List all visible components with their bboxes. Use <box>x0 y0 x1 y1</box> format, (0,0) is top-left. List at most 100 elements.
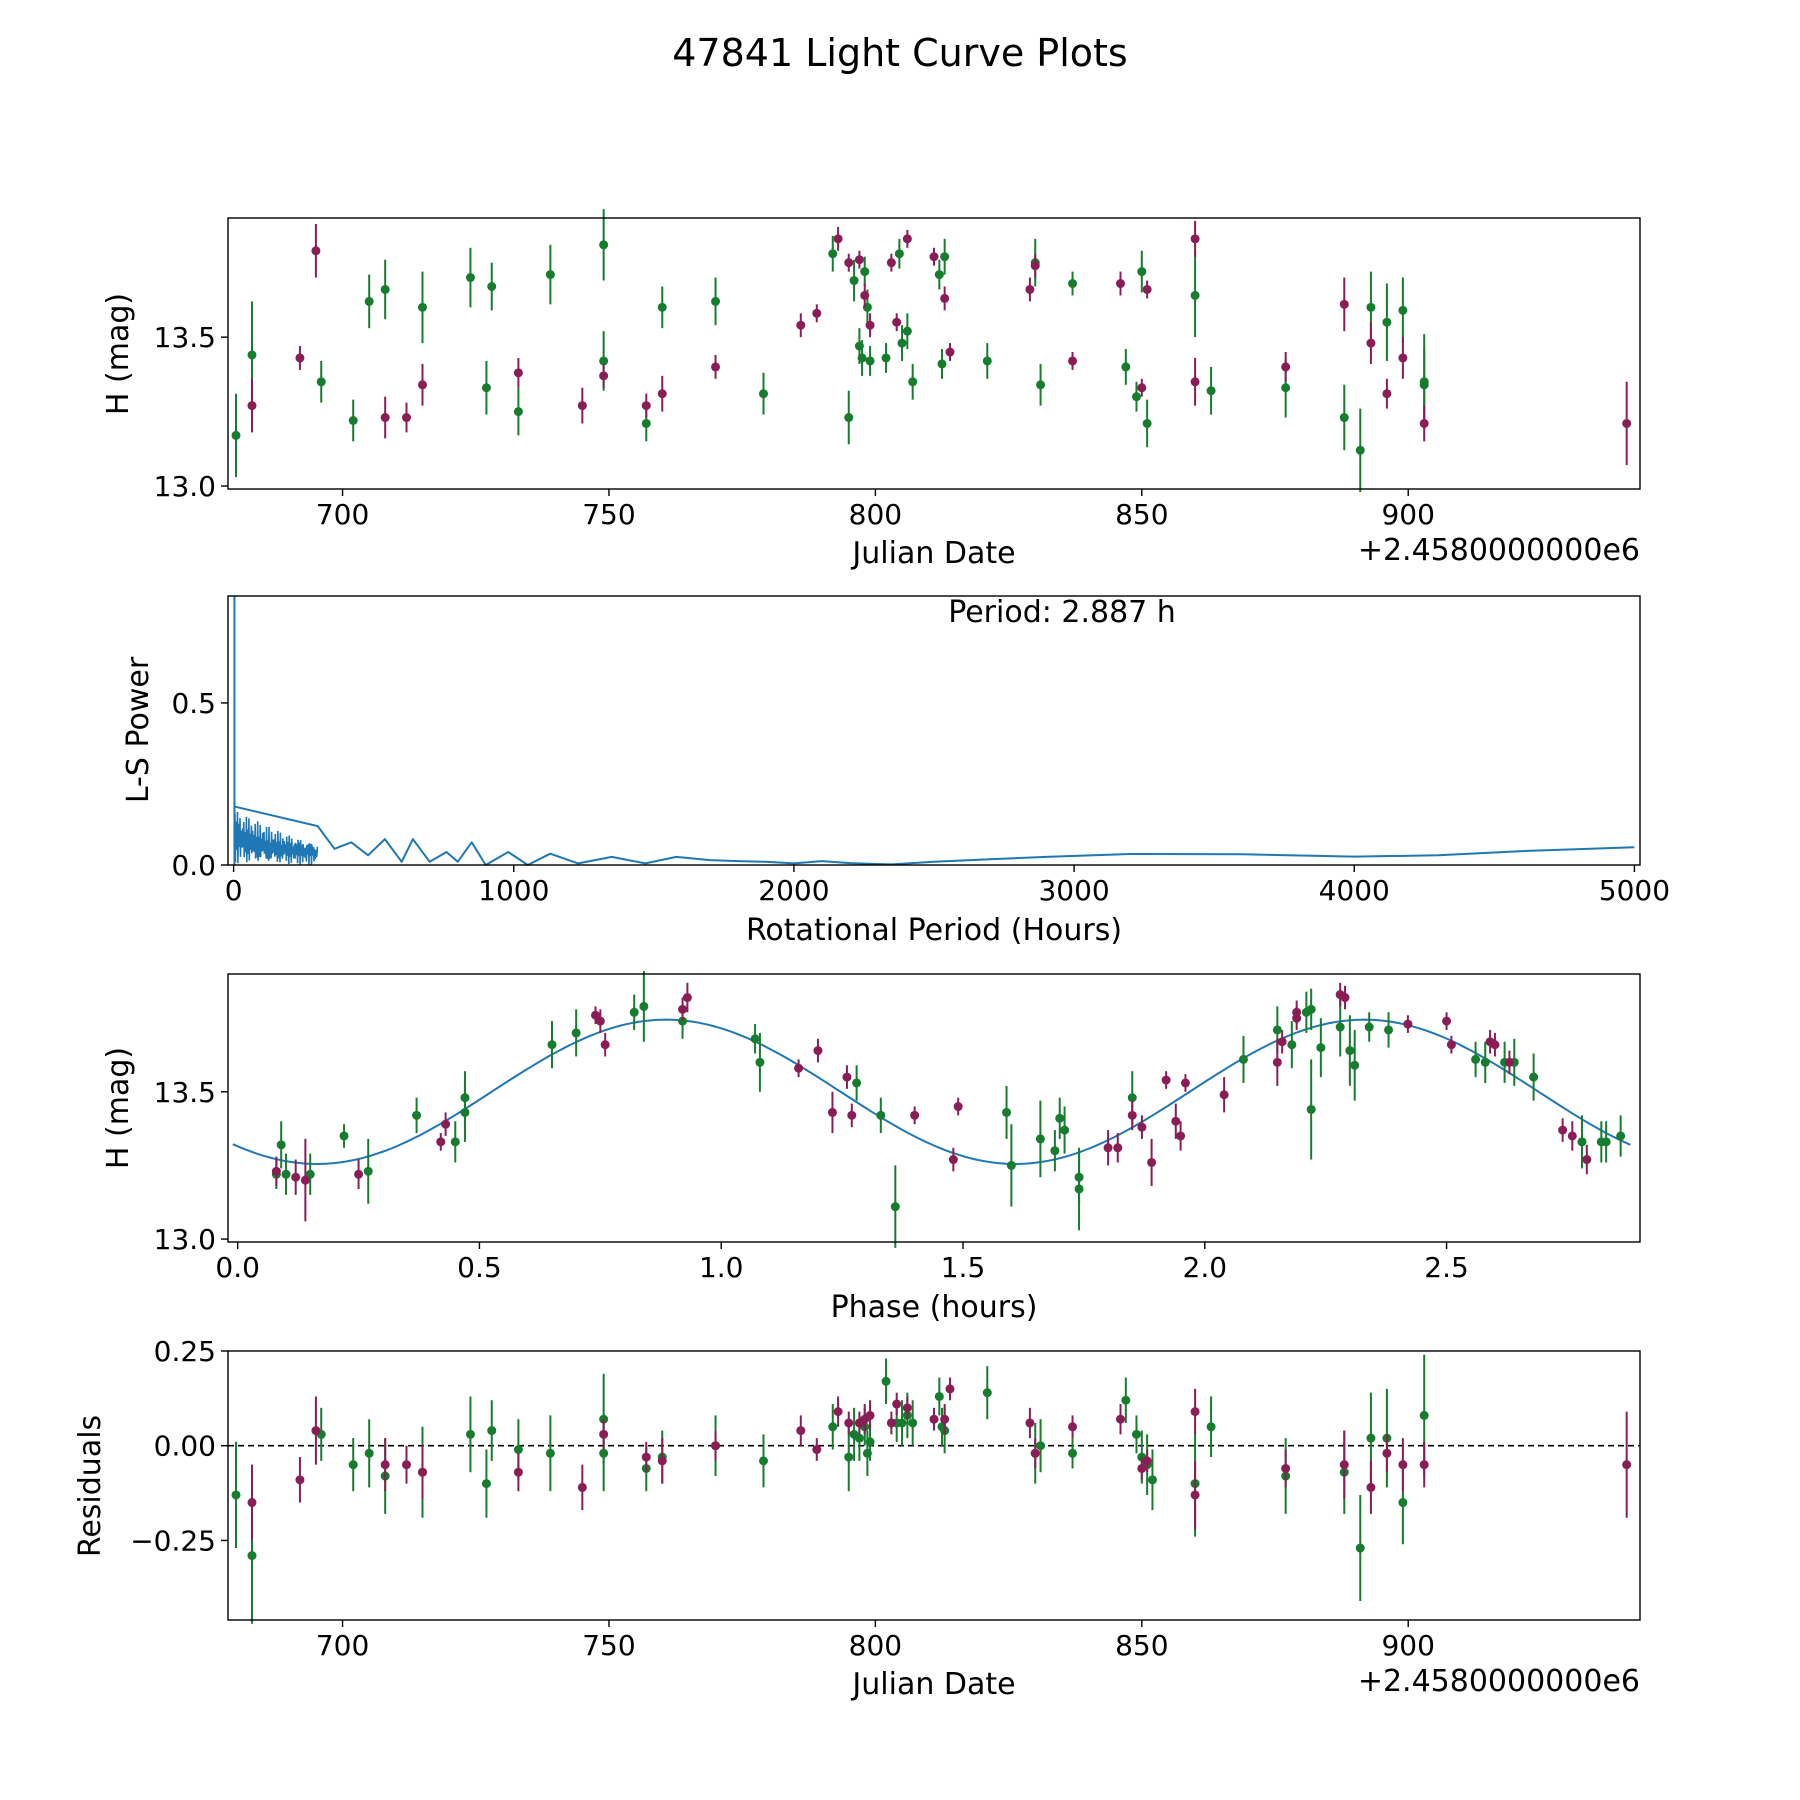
data-point <box>231 430 241 440</box>
x-tick-label: 850 <box>1115 1629 1168 1662</box>
data-point <box>1403 1019 1413 1029</box>
data-point <box>758 1456 768 1466</box>
data-point <box>929 1414 939 1424</box>
data-point <box>813 1046 823 1056</box>
data-point <box>465 273 475 283</box>
data-point <box>1355 1543 1365 1553</box>
phased-marks <box>232 971 1631 1248</box>
data-point <box>295 353 305 363</box>
data-point <box>599 1448 609 1458</box>
data-point <box>908 1418 918 1428</box>
data-point <box>271 1166 281 1176</box>
data-point <box>1036 380 1046 390</box>
data-point <box>247 1551 257 1561</box>
data-point <box>857 353 867 363</box>
data-point <box>1002 1107 1012 1117</box>
data-point <box>886 1418 896 1428</box>
data-point <box>812 308 822 318</box>
data-point <box>316 377 326 387</box>
data-point <box>513 407 523 417</box>
data-point <box>1127 1093 1137 1103</box>
data-point <box>1025 284 1035 294</box>
data-point <box>1055 1113 1065 1123</box>
data-point <box>465 1429 475 1439</box>
periodogram-panel: 0 1000 2000 3000 4000 5000 0.0 0.5 Period: 2.88… <box>121 595 1670 948</box>
x-tick-label: 0.0 <box>215 1251 260 1284</box>
residuals-ticks: 700 750 800 850 900 0.25 0.00 −0.25 <box>130 1335 1435 1662</box>
data-point <box>852 1078 862 1088</box>
data-point <box>1006 1160 1016 1170</box>
data-point <box>902 326 912 336</box>
phased-ticks: 0.0 0.5 1.0 1.5 2.0 2.5 13.0 13.5 <box>154 1076 1469 1284</box>
data-point <box>1137 1122 1147 1132</box>
data-point <box>1366 1433 1376 1443</box>
y-tick-label: 13.0 <box>154 470 216 503</box>
lightcurve-frame <box>227 217 1641 490</box>
data-point <box>1060 1125 1070 1135</box>
data-point <box>865 1410 875 1420</box>
data-point <box>599 1429 609 1439</box>
data-point <box>1115 279 1125 289</box>
data-point <box>599 371 609 381</box>
x-tick-label: 0 <box>225 874 243 907</box>
data-point <box>595 1016 605 1026</box>
x-tick-label: 900 <box>1381 498 1434 531</box>
data-point <box>401 1460 411 1470</box>
phased-frame <box>227 973 1641 1243</box>
x-tick-label: 5000 <box>1599 874 1670 907</box>
data-point <box>577 401 587 411</box>
data-point <box>599 356 609 366</box>
data-point <box>1398 353 1408 363</box>
data-point <box>1142 1456 1152 1466</box>
lightcurve-ylabel: H (mag) <box>101 293 136 415</box>
data-point <box>247 350 257 360</box>
data-point <box>364 1448 374 1458</box>
residuals-frame <box>227 1350 1641 1621</box>
data-point <box>600 1040 610 1050</box>
data-point <box>1103 1143 1113 1153</box>
data-point <box>487 281 497 291</box>
data-point <box>892 1399 902 1409</box>
data-point <box>577 1482 587 1492</box>
data-point <box>827 1107 837 1117</box>
x-tick-label: 700 <box>316 498 369 531</box>
data-point <box>231 1490 241 1500</box>
data-point <box>1190 234 1200 244</box>
data-point <box>897 1418 907 1428</box>
data-point <box>1161 1075 1171 1085</box>
data-point <box>1030 1448 1040 1458</box>
data-point <box>599 240 609 250</box>
data-point <box>1068 1448 1078 1458</box>
data-point <box>828 249 838 259</box>
data-point <box>1036 1441 1046 1451</box>
data-point <box>1471 1054 1481 1064</box>
data-point <box>1622 1460 1632 1470</box>
data-point <box>1137 383 1147 393</box>
data-point <box>897 338 907 348</box>
x-tick-label: 1000 <box>478 874 549 907</box>
data-point <box>934 270 944 280</box>
data-point <box>1131 392 1141 402</box>
figure-title: 47841 Light Curve Plots <box>672 31 1127 75</box>
data-point <box>1382 389 1392 399</box>
data-point <box>833 234 843 244</box>
data-point <box>1127 1110 1137 1120</box>
x-tick-label: 1.0 <box>699 1251 744 1284</box>
data-point <box>894 249 904 259</box>
periodogram-xlabel: Rotational Period (Hours) <box>746 913 1122 948</box>
data-point <box>758 389 768 399</box>
data-point <box>890 1202 900 1212</box>
data-point <box>796 1426 806 1436</box>
x-tick-label: 800 <box>849 498 902 531</box>
data-point <box>1206 386 1216 396</box>
data-point <box>1287 1040 1297 1050</box>
data-point <box>1384 1025 1394 1035</box>
lightcurve-panel: 700 750 800 850 900 13.0 13.5 Julian Date +2.4… <box>101 209 1641 571</box>
data-point <box>380 413 390 423</box>
lightcurve-xlabel: Julian Date <box>850 536 1015 571</box>
data-point <box>1277 1037 1287 1047</box>
data-point <box>1180 1078 1190 1088</box>
data-point <box>881 1376 891 1386</box>
data-point <box>982 356 992 366</box>
data-point <box>1398 305 1408 315</box>
